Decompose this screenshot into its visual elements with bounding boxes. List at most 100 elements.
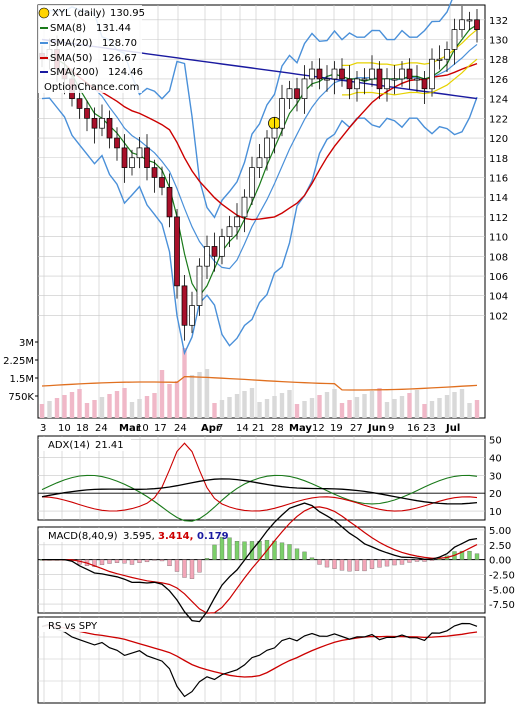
- candle: [421, 71, 428, 105]
- macd-histogram-bar: [384, 559, 390, 567]
- macd-tick-label: 5.00: [489, 526, 511, 537]
- candle-body: [166, 186, 173, 218]
- macd-histogram-bar: [92, 559, 97, 567]
- x-tick-label: 14: [236, 423, 249, 434]
- legend-value-sma50: 126.67: [102, 53, 137, 64]
- candle: [106, 110, 113, 149]
- x-tick-label: May: [289, 423, 312, 434]
- macd-histogram-bar: [377, 559, 382, 568]
- x-tick-label: Jul: [445, 423, 460, 434]
- candle-body: [174, 216, 180, 287]
- volume-bar: [332, 389, 337, 418]
- candle-body: [114, 137, 120, 149]
- candle: [121, 134, 128, 183]
- x-tick-label: 10: [58, 423, 71, 434]
- candle: [196, 258, 203, 316]
- candle-body: [271, 127, 278, 139]
- volume-bar: [197, 372, 202, 418]
- volume-bar: [324, 392, 330, 418]
- price-tick-label: 122: [489, 114, 508, 125]
- macd-histogram-bar: [144, 559, 150, 563]
- lower-band-line: [41, 96, 478, 356]
- macd-histogram-bar: [204, 558, 210, 560]
- candle-body: [331, 68, 338, 80]
- candle: [406, 58, 413, 90]
- x-tick-label: 18: [76, 423, 89, 434]
- volume-bar: [362, 394, 367, 418]
- volume-bar: [302, 401, 307, 418]
- volume-bar: [54, 398, 60, 418]
- macd-histogram-bar: [294, 548, 300, 560]
- candle: [444, 41, 450, 73]
- macd-panel-frame: [37, 526, 486, 614]
- candle: [234, 203, 240, 240]
- legend-value-sma200: 124.46: [108, 67, 143, 78]
- adx-value: 21.41: [95, 440, 124, 451]
- candle: [331, 61, 338, 95]
- macd-histogram-bar: [257, 540, 262, 560]
- candle-body: [144, 147, 150, 168]
- candle: [136, 137, 143, 169]
- x-tick-label: 16: [407, 423, 420, 434]
- volume-bar: [264, 399, 270, 418]
- volume-tick-label: 2.25M: [3, 356, 34, 367]
- legend-label-sma50: SMA(50): [50, 53, 92, 64]
- candle-body: [159, 177, 165, 188]
- candle: [226, 215, 233, 247]
- volume-bar: [459, 389, 465, 418]
- adx-tick-label: 40: [489, 453, 502, 464]
- price-tick-label: 120: [489, 134, 508, 145]
- macd-tick-label: -5.00: [489, 585, 515, 596]
- macd-value-1: 3.595,: [123, 531, 155, 542]
- macd-value-2: 3.414,: [158, 531, 193, 542]
- macd-histogram-bar: [189, 559, 195, 579]
- candle-body: [106, 117, 113, 139]
- macd-histogram-bar: [302, 551, 307, 560]
- candle: [354, 71, 360, 102]
- candle: [474, 8, 480, 43]
- price-tick-label: 116: [489, 173, 508, 184]
- volume-bar: [234, 394, 240, 418]
- macd-histogram-bar: [197, 559, 202, 573]
- candle: [316, 58, 323, 90]
- price-tick-label: 130: [489, 35, 508, 46]
- candle-body: [436, 58, 443, 61]
- adx-tick-label: 50: [489, 436, 502, 447]
- candle-body: [286, 88, 293, 99]
- price-tick-label: 108: [489, 252, 508, 263]
- volume-bar: [84, 403, 90, 418]
- candle-body: [181, 285, 188, 326]
- macd-histogram-bar: [137, 559, 142, 563]
- volume-bar: [399, 396, 405, 418]
- macd-histogram-bar: [467, 550, 472, 560]
- candle: [466, 11, 473, 31]
- macd-histogram-bar: [459, 550, 465, 560]
- candle-body: [466, 19, 473, 22]
- legend-label-sma20: SMA(20): [50, 38, 92, 49]
- volume-bar: [347, 400, 352, 418]
- rs-average-line: [41, 624, 478, 678]
- volume-bar: [47, 401, 52, 418]
- adx-panel-frame: [37, 435, 486, 521]
- sma50-line: [41, 53, 478, 221]
- candle: [286, 80, 293, 109]
- candle-body: [264, 137, 270, 159]
- volume-bar: [137, 399, 142, 418]
- candle-body: [324, 78, 330, 81]
- x-tick-label: 7: [217, 423, 223, 434]
- volume-tick-label: 3M: [19, 338, 34, 349]
- price-tick-label: 132: [489, 16, 508, 27]
- volume-bar: [114, 391, 120, 418]
- candle-body: [121, 147, 128, 168]
- candle: [436, 45, 443, 70]
- candle-body: [189, 305, 195, 326]
- candle: [309, 61, 315, 87]
- volume-bar: [474, 400, 480, 418]
- volume-bar: [122, 388, 127, 418]
- legend-value-sma20: 128.70: [102, 38, 137, 49]
- volume-bar: [369, 391, 375, 418]
- candle: [369, 55, 375, 87]
- candle: [181, 275, 188, 341]
- candle-body: [339, 68, 345, 80]
- macd-histogram-bar: [167, 559, 172, 567]
